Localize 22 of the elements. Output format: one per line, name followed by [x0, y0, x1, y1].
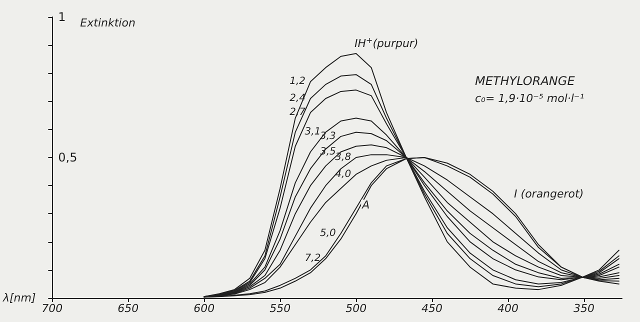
- y-tick-label: 1: [58, 10, 66, 24]
- x-tick-label: 600: [194, 302, 215, 315]
- x-tick-label: 650: [118, 302, 139, 315]
- text: c₀= 1,9·10⁻⁵ mol·l⁻¹: [475, 92, 584, 105]
- series-label: 5,0: [320, 228, 336, 239]
- annotation: A: [361, 198, 370, 212]
- series-label: 1,2: [290, 76, 306, 88]
- x-tick-label: 350: [574, 302, 595, 315]
- x-tick-label: 400: [498, 302, 519, 315]
- x-axis-title: λ[nm]: [2, 292, 36, 304]
- series-label: 3,1: [304, 126, 321, 138]
- x-tick-label: 450: [422, 302, 443, 315]
- y-tick-label: 0,5: [58, 150, 78, 164]
- x-tick-label: 550: [270, 302, 291, 315]
- annotation: IH+(purpur): [354, 36, 418, 50]
- x-tick-label: 700: [42, 302, 63, 315]
- series-label: 7,2: [304, 253, 321, 264]
- x-tick-label: 500: [346, 302, 367, 315]
- series-label: 3,8: [335, 152, 352, 163]
- annotation: I (orangerot): [514, 187, 584, 200]
- text: METHYLORANGE: [475, 74, 576, 88]
- y-axis-title: Extinktion: [80, 16, 136, 30]
